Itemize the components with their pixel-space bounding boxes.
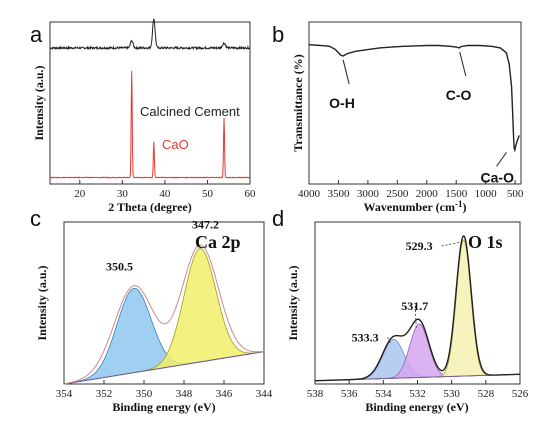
x-tick-label: 1500 bbox=[445, 188, 468, 200]
panel-a: a 20 30 40 50 60 Calcined Cement CaO 2 Theta… bbox=[30, 18, 256, 214]
panel-d: d 538 536 534 532 530 528 526 533.3531.7529.3 … bbox=[272, 206, 529, 414]
peak-leader bbox=[387, 337, 391, 344]
y-axis-label-a: Intensity (a.u.) bbox=[32, 65, 46, 140]
x-tick-label: 526 bbox=[512, 388, 529, 400]
peak-label: 529.3 bbox=[406, 239, 433, 253]
panel-c: c 354 352 350 348 346 344 350.5 347.2 Ca 2p Bi… bbox=[30, 206, 273, 414]
fitted-peak-531-7 bbox=[314, 323, 521, 382]
background-line-c bbox=[63, 351, 265, 385]
x-tick-label: 4000 bbox=[298, 188, 321, 200]
x-tick-label: 354 bbox=[56, 388, 73, 400]
peak-leader bbox=[441, 241, 461, 247]
plot-frame-a bbox=[49, 21, 251, 185]
plot-frame-b bbox=[308, 21, 522, 185]
x-tick-label: 348 bbox=[176, 388, 193, 400]
x-tick-label: 3500 bbox=[327, 188, 350, 200]
peak-label: 533.3 bbox=[352, 330, 379, 344]
peak-label: 350.5 bbox=[106, 259, 133, 273]
y-axis-label-b: Transmittance (%) bbox=[291, 54, 305, 151]
peak-labels-d: 533.3 531.7 529.3 bbox=[352, 239, 461, 344]
x-tick-label: 532 bbox=[409, 388, 426, 400]
x-tick-label: 528 bbox=[478, 388, 495, 400]
series-label-cao: CaO bbox=[162, 137, 189, 152]
x-tick-label: 40 bbox=[159, 188, 171, 200]
x-tick-label: 346 bbox=[216, 388, 233, 400]
y-axis-label-d: Intensity (a.u.) bbox=[286, 265, 300, 340]
x-tick-label: 3000 bbox=[357, 188, 380, 200]
x-tick-label: 50 bbox=[202, 188, 214, 200]
x-tick-label: 20 bbox=[74, 188, 86, 200]
annotation-arrow bbox=[342, 59, 350, 85]
fitted-peak-347-2 bbox=[63, 248, 265, 385]
x-axis-label-d: Binding energy (eV) bbox=[365, 400, 468, 414]
peak-label: 531.7 bbox=[401, 299, 428, 313]
x-ticks-c: 354 352 350 348 346 344 bbox=[56, 380, 273, 400]
peak-labels-c: 350.5 347.2 bbox=[106, 218, 219, 274]
x-axis-label-a: 2 Theta (degree) bbox=[108, 200, 192, 214]
x-tick-label: 538 bbox=[307, 388, 324, 400]
x-ticks-d: 538 536 534 532 530 528 526 bbox=[307, 380, 529, 400]
ftir-spectrum-line bbox=[308, 43, 520, 153]
panel-letter-a: a bbox=[30, 22, 43, 47]
x-axis-label-c: Binding energy (eV) bbox=[112, 400, 215, 414]
x-tick-label: 30 bbox=[117, 188, 129, 200]
annotation-arrow bbox=[496, 152, 507, 167]
x-tick-label: 2500 bbox=[386, 188, 409, 200]
plot-frame-c bbox=[63, 221, 265, 385]
x-ticks-b: 4000 3500 3000 2500 2000 1500 1000 500 bbox=[298, 180, 524, 200]
band-label: C-O bbox=[446, 87, 472, 103]
band-label: O-H bbox=[329, 95, 355, 111]
series-label-calcined-cement: Calcined Cement bbox=[140, 104, 240, 119]
x-axis-label-b: Wavenumber (cm-1) bbox=[364, 199, 467, 214]
envelope-line-d bbox=[314, 235, 521, 382]
x-ticks-a: 20 30 40 50 60 bbox=[74, 180, 256, 200]
x-tick-label: 500 bbox=[507, 188, 524, 200]
x-tick-label: 534 bbox=[375, 388, 392, 400]
chart-title-d: O 1s bbox=[468, 232, 503, 252]
x-tick-label: 530 bbox=[443, 388, 460, 400]
x-tick-label: 2000 bbox=[416, 188, 439, 200]
series-line-calcined-cement bbox=[49, 18, 250, 51]
x-tick-label: 1000 bbox=[475, 188, 498, 200]
band-label: Ca-O bbox=[481, 169, 515, 185]
peak-label: 347.2 bbox=[192, 218, 219, 232]
envelope-line-c bbox=[63, 244, 265, 385]
annotation-arrow bbox=[459, 51, 467, 77]
series-line-cao bbox=[49, 70, 250, 179]
x-tick-label: 352 bbox=[96, 388, 113, 400]
x-tick-label: 350 bbox=[136, 388, 153, 400]
panel-letter-b: b bbox=[272, 22, 284, 47]
panel-letter-d: d bbox=[272, 206, 284, 231]
fitted-peaks-c bbox=[63, 248, 265, 385]
panel-b: b 4000 3500 3000 2500 2000 1500 1000 500 O-H C-O… bbox=[272, 21, 524, 214]
panel-letter-c: c bbox=[30, 206, 41, 231]
band-annotations: O-H C-O Ca-O bbox=[329, 51, 515, 185]
x-tick-label: 344 bbox=[256, 388, 273, 400]
x-tick-label: 536 bbox=[341, 388, 358, 400]
y-axis-label-c: Intensity (a.u.) bbox=[35, 265, 49, 340]
chart-title-c: Ca 2p bbox=[195, 232, 241, 252]
x-tick-label: 60 bbox=[245, 188, 257, 200]
